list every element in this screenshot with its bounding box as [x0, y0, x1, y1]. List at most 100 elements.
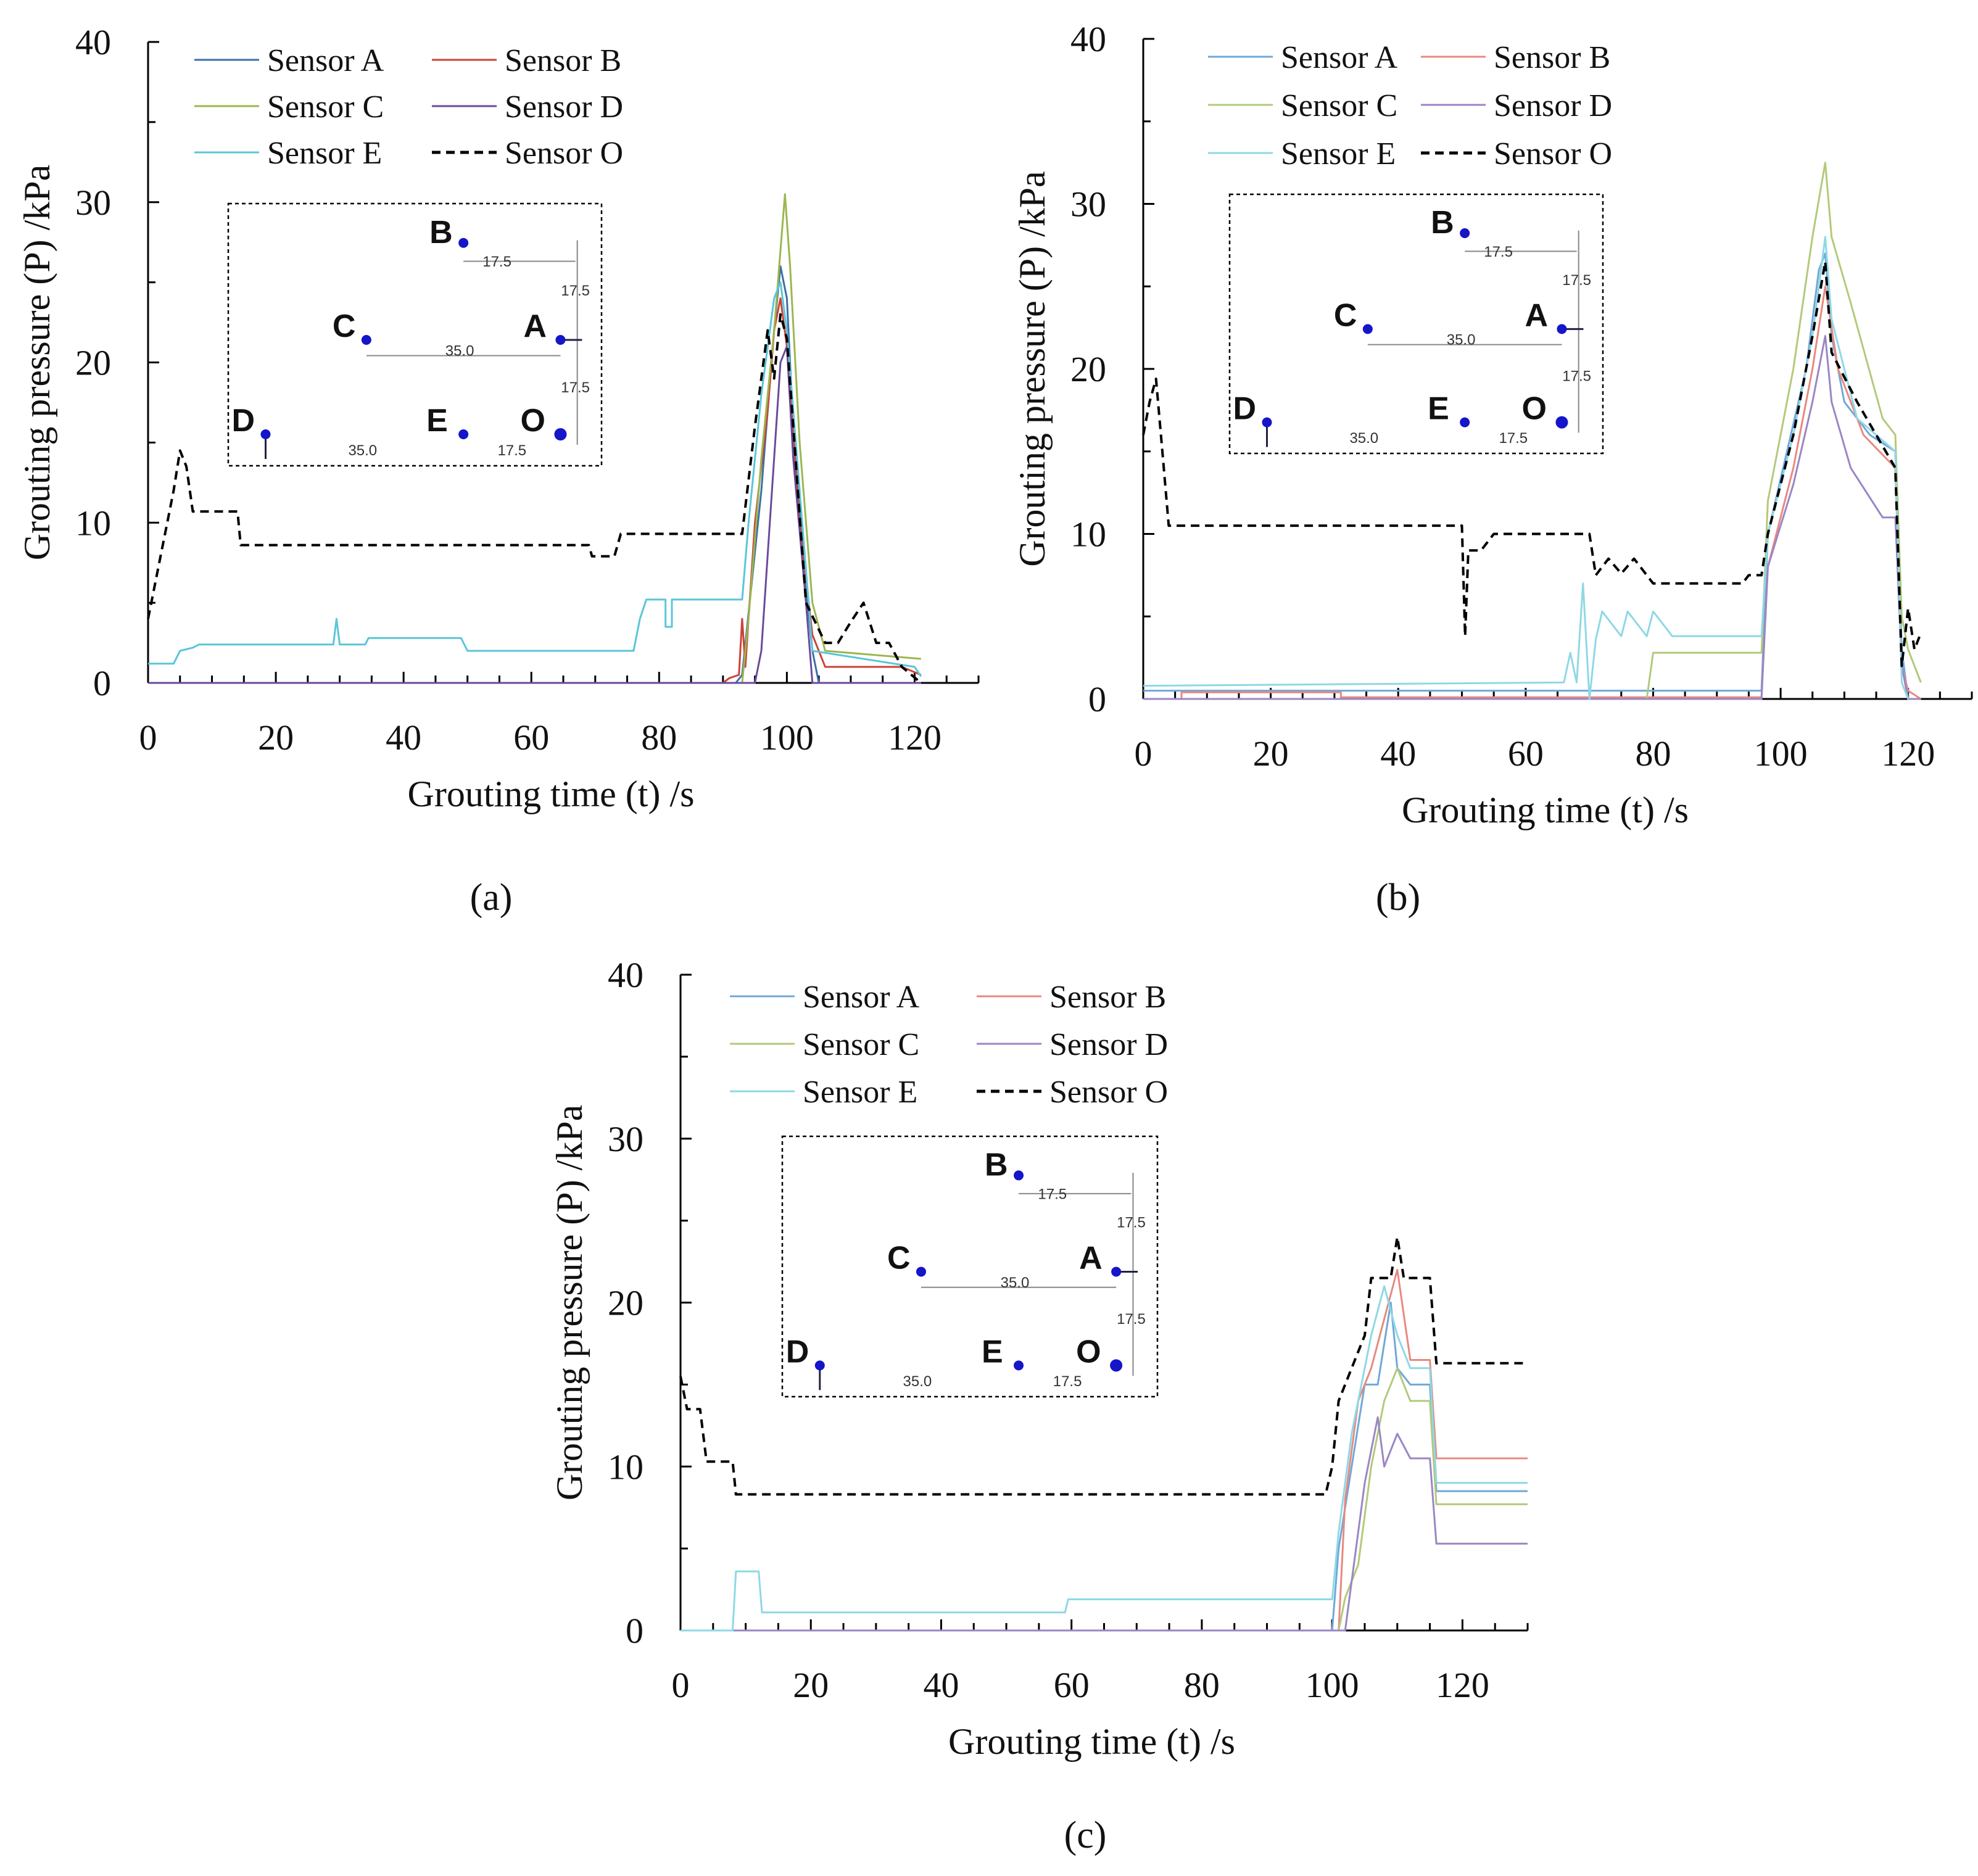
dimension-label: 35.0 — [1001, 1275, 1030, 1291]
y-tick-label: 40 — [608, 955, 643, 995]
sensor-label-d: D — [1233, 391, 1257, 427]
chart-panel-a: 0 20 40 60 80 100 120 0 10 20 30 40 Grouting time (t… — [17, 22, 980, 919]
y-tick-label: 10 — [75, 503, 111, 543]
dimension-label: 17.5 — [1484, 244, 1513, 260]
sensor-label-o: O — [520, 403, 545, 439]
y-tick-label: 20 — [1070, 349, 1106, 389]
sensor-label-a: A — [1525, 297, 1548, 333]
x-tick-label: 20 — [793, 1665, 829, 1705]
inset-frame — [1228, 193, 1604, 455]
sensor-label-b: B — [1431, 205, 1454, 241]
legend-label: Sensor C — [803, 1027, 919, 1062]
y-tick-label: 20 — [608, 1283, 643, 1323]
legend-label: Sensor B — [1049, 980, 1166, 1015]
x-tick-label: 120 — [888, 717, 941, 758]
sensor-label-d: D — [232, 403, 255, 439]
sensor-layout-inset: B C A D E O 17.5 35.0 17.5 17.5 35.0 17.5 — [227, 202, 603, 467]
y-axis-title: Grouting pressure (P) /kPa — [549, 1105, 590, 1501]
sensor-label-c: C — [887, 1240, 911, 1276]
sensor-dot-o — [1555, 416, 1568, 429]
legend-label: Sensor D — [1049, 1027, 1168, 1062]
sensor-dot-d — [814, 1360, 825, 1371]
x-tick-label: 80 — [1184, 1665, 1220, 1705]
dimension-label: 35.0 — [1349, 430, 1378, 447]
sensor-dot-c — [916, 1267, 926, 1277]
y-tick-label: 10 — [1070, 514, 1106, 555]
x-axis-title: Grouting time (t) /s — [408, 774, 695, 814]
sensor-dot-b — [1014, 1170, 1024, 1181]
legend-label: Sensor O — [505, 136, 623, 171]
sensor-layout-inset: B C A D E O 17.5 35.0 17.5 17.5 35.0 17.5 — [1228, 193, 1604, 455]
x-tick-label: 60 — [1508, 733, 1544, 774]
legend-label: Sensor O — [1494, 136, 1612, 171]
sensor-dot-o — [554, 428, 567, 440]
series-line-sensor-a — [148, 265, 921, 684]
sensor-dot-e — [458, 429, 469, 439]
dimension-label: 35.0 — [348, 442, 377, 459]
legend-label: Sensor A — [803, 980, 920, 1015]
series-line-sensor-d — [681, 1416, 1528, 1632]
series-line-sensor-o — [679, 1236, 1528, 1496]
series-line-sensor-d — [148, 345, 921, 684]
panel-caption: (a) — [470, 877, 513, 919]
sensor-dot-c — [361, 335, 371, 345]
sensor-label-d: D — [786, 1334, 809, 1370]
y-axis-title: Grouting pressure (P) /kPa — [1012, 171, 1053, 567]
series-line-sensor-c — [681, 1367, 1528, 1632]
x-tick-label: 100 — [1754, 733, 1808, 774]
sensor-label-c: C — [1334, 297, 1357, 333]
y-axis-title: Grouting pressure (P) /kPa — [17, 165, 57, 561]
x-tick-label: 60 — [1054, 1665, 1090, 1705]
x-tick-label: 80 — [1635, 733, 1671, 774]
legend-label: Sensor E — [803, 1075, 917, 1110]
sensor-dot-a — [1111, 1267, 1122, 1277]
legend-label: Sensor C — [1281, 88, 1397, 123]
series-line-sensor-o — [1142, 260, 1922, 667]
dimension-label: 17.5 — [1562, 272, 1591, 289]
y-tick-label: 30 — [608, 1119, 643, 1159]
panel-caption: (c) — [1064, 1814, 1107, 1856]
sensor-label-o: O — [1076, 1334, 1101, 1370]
x-tick-label: 20 — [1253, 733, 1289, 774]
legend-label: Sensor B — [505, 43, 621, 78]
sensor-dot-e — [1014, 1360, 1024, 1371]
legend-label: Sensor E — [267, 136, 382, 171]
y-tick-label: 20 — [75, 343, 111, 383]
inset-frame — [227, 202, 603, 467]
y-tick-label: 0 — [626, 1611, 643, 1651]
series-line-sensor-o — [147, 313, 922, 684]
chart-panel-c: 0 20 40 60 80 100 120 0 10 20 30 40 Grouting time (t… — [549, 955, 1529, 1856]
sensor-label-b: B — [429, 215, 453, 250]
chart-panel-b: 0 20 40 60 80 100 120 0 10 20 30 40 Grouting time (t… — [1012, 19, 1973, 919]
x-tick-label: 120 — [1881, 733, 1935, 774]
sensor-layout-inset: B C A D E O 17.5 35.0 17.5 17.5 35.0 17.5 — [781, 1135, 1159, 1398]
sensor-dot-d — [1262, 417, 1272, 428]
x-tick-label: 80 — [641, 717, 677, 758]
x-tick-label: 40 — [1380, 733, 1416, 774]
inset-frame — [781, 1135, 1159, 1398]
sensor-label-a: A — [1079, 1240, 1103, 1276]
sensor-dot-b — [458, 238, 469, 248]
series-line-sensor-e — [1143, 236, 1910, 700]
dimension-label: 17.5 — [1499, 430, 1528, 447]
sensor-label-e: E — [1428, 391, 1449, 427]
series-line-sensor-e — [681, 1285, 1528, 1632]
y-tick-label: 40 — [75, 22, 111, 62]
series-line-sensor-c — [148, 193, 921, 684]
sensor-dot-a — [555, 335, 566, 345]
x-axis-title: Grouting time (t) /s — [948, 1721, 1235, 1762]
sensor-label-o: O — [1521, 391, 1546, 427]
sensor-dot-b — [1460, 228, 1470, 238]
sensor-label-e: E — [426, 403, 448, 439]
x-tick-label: 20 — [258, 717, 294, 758]
dimension-label: 17.5 — [482, 254, 511, 270]
legend-label: Sensor C — [267, 89, 384, 125]
x-tick-label: 0 — [139, 717, 157, 758]
y-tick-label: 30 — [75, 183, 111, 223]
x-tick-label: 0 — [672, 1665, 690, 1705]
sensor-dot-d — [260, 429, 271, 439]
sensor-dot-o — [1110, 1359, 1123, 1372]
legend-label: Sensor E — [1281, 136, 1396, 171]
y-tick-label: 10 — [608, 1447, 643, 1487]
